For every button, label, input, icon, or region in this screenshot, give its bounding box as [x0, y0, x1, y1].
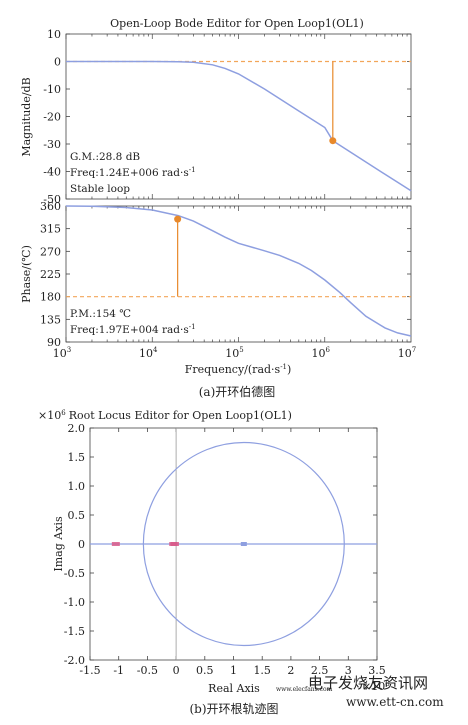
frequency-tick-label: 105	[225, 346, 243, 360]
gain-margin-text: G.M.:28.8 dB	[70, 151, 140, 163]
real-axis-label: Real Axis	[208, 682, 260, 695]
phase-panel: 360 315 270 225 180 135 90 Phase/(℃) P.M.:154 …	[20, 200, 412, 349]
root-locus-circle	[142, 441, 345, 647]
real-axis-tick-label: -0.5	[137, 664, 158, 677]
root-locus-y-multiplier: ×10	[38, 409, 61, 422]
magnitude-panel: 10 0 -10 -20 -30 -40 -50 Magnitude/dB G.M.:28.…	[20, 28, 412, 206]
phase-margin-freq-text: Freq:1.97E+004 rad·s-1	[70, 323, 196, 336]
gain-margin-freq-text: Freq:1.24E+006 rad·s-1	[70, 166, 196, 179]
root-locus-title-text: Root Locus Editor for Open Loop1(OL1)	[69, 409, 292, 422]
real-axis-tick-label: -1	[113, 664, 124, 677]
imag-axis-tick-label: 1.0	[68, 480, 86, 493]
magnitude-x-ticks	[65, 34, 408, 199]
real-axis-tick-label: -1.5	[79, 664, 100, 677]
mag-y-tick-label: -40	[43, 166, 61, 179]
mag-y-tick-label: -20	[43, 111, 61, 124]
bode-title: Open-Loop Bode Editor for Open Loop1(OL1…	[110, 17, 364, 30]
phase-x-ticks	[65, 206, 408, 342]
real-axis-multiplier-main: ×10	[362, 680, 385, 693]
imag-axis-tick-label: 0.5	[68, 509, 86, 522]
ph-y-tick-label: 270	[40, 245, 61, 258]
mag-y-tick-label: 0	[54, 56, 61, 69]
frequency-tick-label: 107	[398, 346, 416, 360]
imag-axis-tick-label: -0.5	[64, 567, 85, 580]
mag-y-tick-label: -50	[43, 193, 61, 206]
imag-axis-tick-label: 1.5	[68, 451, 86, 464]
watermark-chinese: 电子发烧友资讯网	[308, 674, 428, 692]
ph-y-tick-label: 135	[40, 313, 61, 326]
gain-margin-freq-main: Freq:1.24E+006 rad·s	[70, 167, 189, 179]
real-axis-tick-label: 3	[345, 664, 352, 677]
phase-y-ticks: 360 315 270 225 180 135 90	[40, 200, 411, 349]
mag-y-tick-label: -30	[43, 138, 61, 151]
root-locus-chart: ×106 Root Locus Editor for Open Loop1(OL1…	[38, 409, 390, 716]
frequency-axis-label-tail: )	[287, 363, 291, 376]
root-locus-caption: (b)开环根轨迹图	[189, 702, 278, 716]
real-axis-tick-label: 0	[173, 664, 180, 677]
root-locus-title: ×106 Root Locus Editor for Open Loop1(OL1…	[38, 409, 292, 422]
real-axis-multiplier-sup: 6	[385, 680, 390, 688]
frequency-tick-labels: 103 104 105 106 107	[53, 346, 416, 360]
root-locus-y-multiplier-sup: 6	[61, 409, 66, 417]
ph-y-tick-label: 360	[40, 200, 61, 213]
ph-y-tick-label: 90	[47, 336, 61, 349]
phase-y-label: Phase/(℃)	[20, 245, 33, 303]
watermark-url: www.ett-cn.com	[346, 695, 444, 709]
imag-axis-tick-label: 0	[78, 538, 85, 551]
magnitude-y-ticks: 10 0 -10 -20 -30 -40 -50	[43, 28, 411, 206]
frequency-tick-label: 104	[139, 346, 158, 360]
frequency-tick-label: 106	[312, 346, 331, 360]
locus-markers	[240, 542, 247, 546]
gain-margin-freq-sup: -1	[189, 166, 196, 174]
ph-y-tick-label: 180	[40, 291, 61, 304]
imag-axis-tick-label: 2.0	[68, 422, 86, 435]
open-loop-poles	[111, 542, 179, 546]
frequency-axis-label-sup: -1	[280, 363, 287, 371]
stability-status-text: Stable loop	[70, 183, 130, 195]
real-axis-tick-label: 2	[287, 664, 294, 677]
real-axis-multiplier: ×106	[362, 680, 390, 693]
real-axis-tick-label: 1.5	[253, 664, 271, 677]
phase-margin-freq-sup: -1	[189, 323, 196, 331]
root-locus-y-ticks: 2.0 1.5 1.0 0.5 0 -0.5 -1.0 -1.5 -2.0	[64, 422, 377, 667]
phase-margin-marker	[174, 215, 182, 223]
magnitude-y-label: Magnitude/dB	[20, 77, 33, 156]
imag-axis-label: Imag Axis	[52, 516, 65, 572]
ph-y-tick-label: 315	[40, 223, 61, 236]
imag-axis-tick-label: -2.0	[64, 654, 85, 667]
locus-marker	[240, 542, 247, 546]
bode-chart: Open-Loop Bode Editor for Open Loop1(OL1…	[20, 17, 416, 399]
watermark-elecfans: www.elecfans.com	[276, 686, 333, 693]
magnitude-curve	[66, 60, 412, 192]
mag-y-tick-label: 10	[47, 28, 61, 41]
real-axis-tick-label: 0.5	[196, 664, 214, 677]
gain-margin-marker	[329, 137, 337, 145]
real-axis-tick-label: 2.5	[311, 664, 329, 677]
ph-y-tick-label: 225	[40, 268, 61, 281]
open-loop-pole	[170, 542, 179, 546]
imag-axis-tick-label: -1.0	[64, 596, 85, 609]
real-axis-tick-label: 1	[230, 664, 237, 677]
imag-axis-tick-label: -1.5	[64, 625, 85, 638]
frequency-axis-label-main: Frequency/(rad·s	[185, 363, 281, 376]
bode-caption: (a)开环伯德图	[199, 384, 276, 399]
open-loop-pole	[111, 542, 120, 546]
watermark: 电子发烧友资讯网 www.elecfans.com www.ett-cn.com	[276, 674, 444, 709]
phase-curve	[65, 205, 412, 337]
real-axis-tick-label: 3.5	[368, 664, 386, 677]
frequency-tick-label: 103	[53, 346, 71, 360]
mag-y-tick-label: -10	[43, 83, 61, 96]
frequency-axis-label: Frequency/(rad·s-1)	[185, 363, 292, 376]
root-locus-x-ticks: -1.5 -1 -0.5 0 0.5 1 1.5 2 2.5 3 3.5	[79, 428, 386, 677]
phase-margin-text: P.M.:154 ℃	[70, 308, 131, 320]
phase-margin-freq-main: Freq:1.97E+004 rad·s	[70, 324, 189, 336]
phase-plot-frame	[65, 205, 412, 343]
